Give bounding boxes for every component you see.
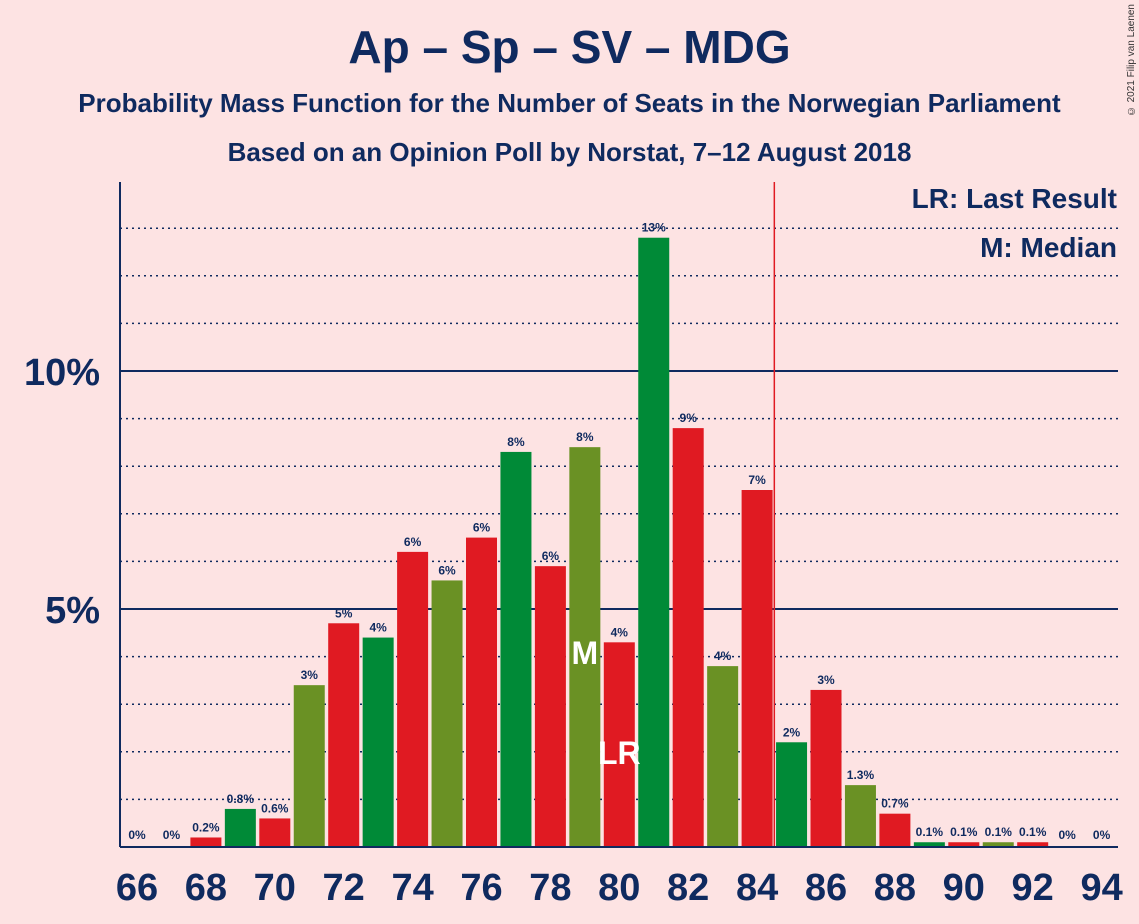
x-tick-label: 70 bbox=[254, 867, 296, 909]
value-label: 3% bbox=[301, 668, 319, 682]
x-tick-label: 76 bbox=[460, 867, 502, 909]
y-tick-label: 5% bbox=[45, 590, 100, 632]
bar-seat-81 bbox=[638, 237, 670, 848]
bar-seat-72 bbox=[328, 623, 360, 847]
bar-seat-70 bbox=[259, 818, 291, 847]
value-label: 0.1% bbox=[950, 825, 978, 839]
value-label: 9% bbox=[680, 411, 698, 425]
bar-seat-79 bbox=[569, 447, 601, 847]
bar-seat-74 bbox=[397, 551, 429, 847]
x-tick-label: 94 bbox=[1080, 867, 1122, 909]
bar-seat-75 bbox=[431, 580, 463, 847]
x-tick-label: 66 bbox=[116, 867, 158, 909]
value-label: 0% bbox=[128, 828, 146, 842]
value-label: 0.6% bbox=[261, 801, 289, 815]
value-label: 6% bbox=[542, 549, 560, 563]
x-tick-label: 82 bbox=[667, 867, 709, 909]
value-label: 0% bbox=[163, 828, 181, 842]
legend-median: M: Median bbox=[980, 232, 1117, 263]
bar-seat-90 bbox=[948, 842, 980, 847]
value-label: 1.3% bbox=[847, 768, 875, 782]
x-tick-label: 80 bbox=[598, 867, 640, 909]
x-tick-label: 72 bbox=[323, 867, 365, 909]
bar-seat-83 bbox=[707, 666, 739, 847]
x-tick-label: 74 bbox=[391, 867, 433, 909]
value-label: 2% bbox=[783, 725, 801, 739]
x-tick-label: 92 bbox=[1012, 867, 1054, 909]
value-label: 8% bbox=[576, 430, 594, 444]
bar-seat-77 bbox=[500, 451, 532, 847]
value-label: 0% bbox=[1058, 828, 1076, 842]
bar-seat-87 bbox=[844, 785, 876, 847]
bar-seat-92 bbox=[1017, 842, 1049, 847]
median-marker: M bbox=[572, 635, 599, 671]
value-label: 0.1% bbox=[916, 825, 944, 839]
x-tick-label: 84 bbox=[736, 867, 778, 909]
value-label: 7% bbox=[748, 473, 766, 487]
value-label: 4% bbox=[714, 649, 732, 663]
x-tick-label: 90 bbox=[943, 867, 985, 909]
value-label: 0.8% bbox=[227, 792, 255, 806]
chart-source-line: Based on an Opinion Poll by Norstat, 7–1… bbox=[227, 137, 912, 167]
value-label: 0.2% bbox=[192, 820, 220, 834]
value-label: 3% bbox=[817, 673, 835, 687]
x-tick-label: 68 bbox=[185, 867, 227, 909]
value-label: 13% bbox=[642, 221, 666, 235]
value-label: 4% bbox=[611, 625, 629, 639]
value-label: 0.1% bbox=[985, 825, 1013, 839]
bar-seat-89 bbox=[913, 842, 945, 847]
bar-seat-73 bbox=[362, 637, 394, 847]
last-result-marker: LR bbox=[598, 735, 641, 771]
bar-seat-69 bbox=[224, 808, 256, 847]
value-label: 6% bbox=[473, 521, 491, 535]
bar-seat-91 bbox=[982, 842, 1014, 847]
value-label: 6% bbox=[438, 563, 456, 577]
value-label: 8% bbox=[507, 435, 525, 449]
bar-seat-88 bbox=[879, 813, 911, 847]
value-label: 0.1% bbox=[1019, 825, 1047, 839]
chart-subtitle: Probability Mass Function for the Number… bbox=[78, 88, 1061, 118]
value-label: 0.7% bbox=[881, 797, 909, 811]
y-tick-label: 10% bbox=[24, 352, 100, 394]
value-label: 5% bbox=[335, 606, 353, 620]
bar-seat-84 bbox=[741, 490, 773, 847]
bar-seat-85 bbox=[776, 742, 808, 847]
bar-seat-76 bbox=[466, 537, 497, 847]
bar-seat-68 bbox=[190, 837, 222, 847]
x-tick-label: 78 bbox=[529, 867, 571, 909]
value-label: 0% bbox=[1093, 828, 1111, 842]
bar-seat-78 bbox=[534, 566, 566, 847]
bar-seat-86 bbox=[810, 689, 842, 847]
chart-title: Ap – Sp – SV – MDG bbox=[348, 21, 791, 73]
bar-seat-71 bbox=[293, 685, 325, 847]
x-tick-label: 86 bbox=[805, 867, 847, 909]
x-tick-label: 88 bbox=[874, 867, 916, 909]
value-label: 4% bbox=[369, 621, 387, 635]
bar-seat-82 bbox=[672, 428, 704, 847]
bar-seat-80 bbox=[603, 642, 635, 847]
value-label: 6% bbox=[404, 535, 422, 549]
legend-last-result: LR: Last Result bbox=[911, 183, 1117, 214]
